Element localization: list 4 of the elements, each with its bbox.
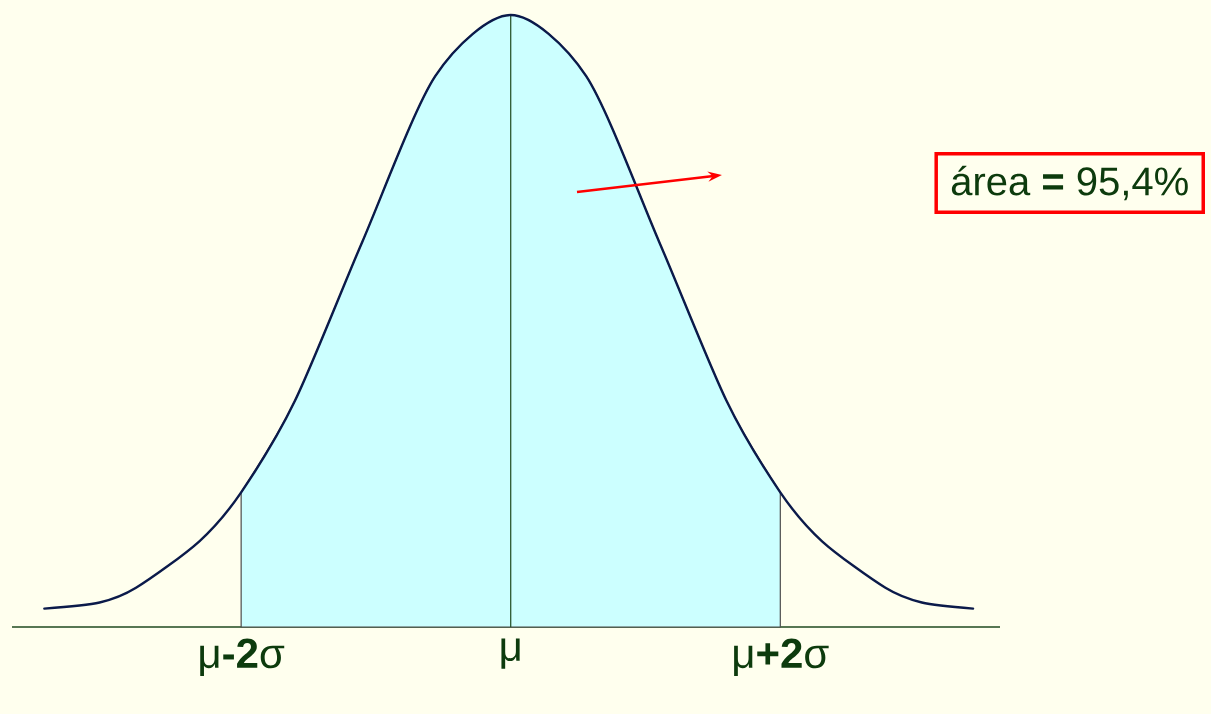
x-tick-label: μ <box>501 638 520 669</box>
x-tick-label: μ+2σ <box>734 638 829 676</box>
annotation: área = 95,4% <box>951 165 1188 201</box>
x-tick-label: μ-2σ <box>200 638 285 676</box>
